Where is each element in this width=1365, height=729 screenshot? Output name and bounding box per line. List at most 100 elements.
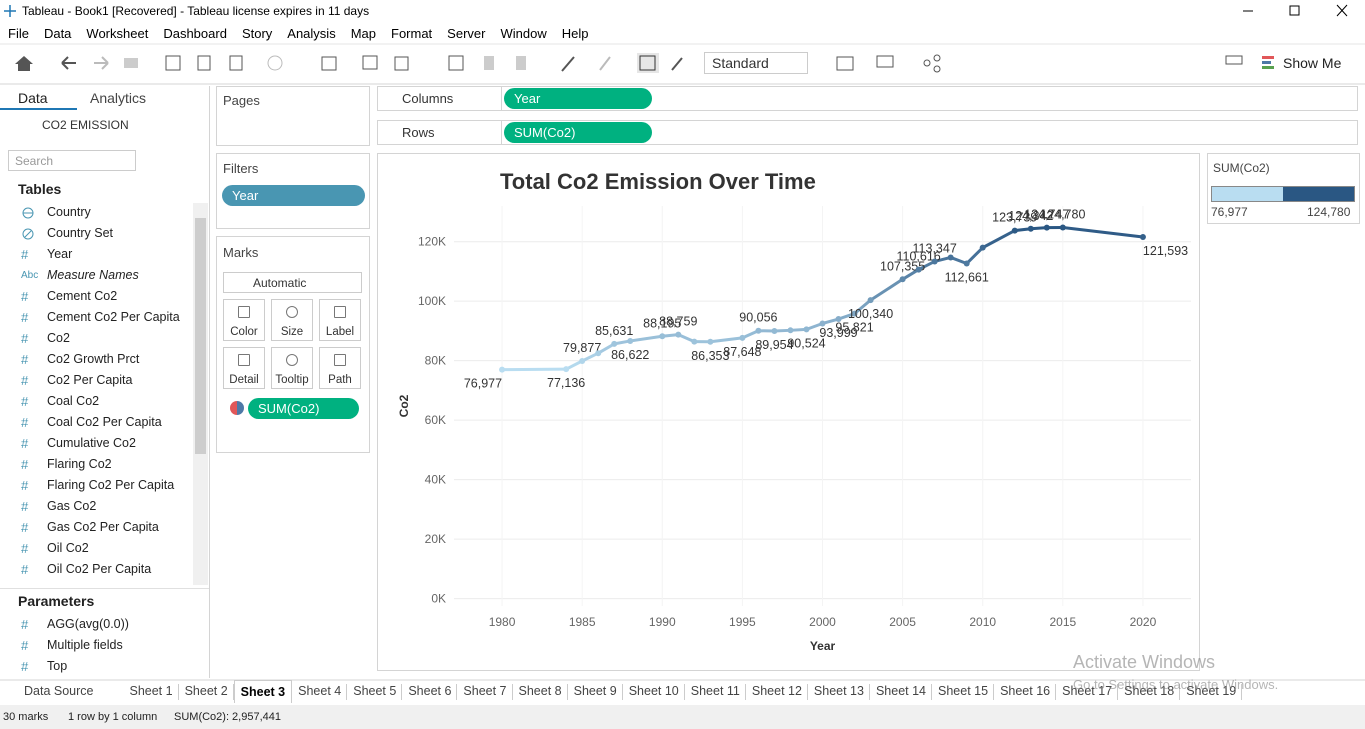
- card-title: Marks: [223, 245, 259, 260]
- menu-item[interactable]: Help: [561, 26, 589, 41]
- sheet-tab[interactable]: Sheet 2: [184, 684, 228, 698]
- menu-item[interactable]: Format: [391, 26, 433, 41]
- field[interactable]: Coal Co2: [47, 394, 100, 408]
- mark-button-label[interactable]: Size: [280, 326, 304, 338]
- tab-separator: [456, 684, 458, 700]
- legend-max: 124,780: [1307, 205, 1351, 219]
- data-label: 107,355: [880, 259, 925, 273]
- mark-button-label[interactable]: Detail: [229, 374, 259, 386]
- sheet-tab[interactable]: Sheet 12: [751, 684, 802, 698]
- field-icon: [22, 207, 34, 219]
- sheet-tab[interactable]: Sheet 18: [1124, 684, 1175, 698]
- field-icon: Abc: [21, 270, 39, 281]
- field[interactable]: Co2 Per Capita: [47, 373, 133, 387]
- search-box[interactable]: Search: [8, 150, 136, 171]
- data-label: 87,648: [723, 345, 761, 359]
- sheet-tab[interactable]: Sheet 19: [1186, 684, 1237, 698]
- sheet-tab[interactable]: Data Source: [24, 684, 94, 698]
- data-point: [627, 337, 634, 344]
- data-point: [755, 327, 762, 334]
- field[interactable]: Cement Co2: [47, 289, 118, 303]
- field[interactable]: Coal Co2 Per Capita: [47, 415, 162, 429]
- data-label: 90,056: [739, 311, 777, 325]
- field[interactable]: Gas Co2: [47, 499, 97, 513]
- field-icon: #: [21, 247, 29, 262]
- field[interactable]: Year: [47, 247, 73, 261]
- mark-button-label[interactable]: Path: [328, 374, 352, 386]
- close[interactable]: [1336, 4, 1348, 17]
- field[interactable]: Flaring Co2 Per Capita: [47, 478, 175, 492]
- menu-item[interactable]: Map: [350, 26, 376, 41]
- field-icon: [22, 228, 34, 240]
- restore[interactable]: [1289, 5, 1300, 16]
- show-me[interactable]: Show Me: [1283, 55, 1342, 71]
- data-label: 85,631: [595, 324, 633, 338]
- mark-pill[interactable]: SUM(Co2): [248, 398, 359, 419]
- field[interactable]: AGG(avg(0.0)): [47, 617, 129, 631]
- field[interactable]: Oil Co2 Per Capita: [47, 562, 152, 576]
- mark-button-label[interactable]: Color: [230, 326, 258, 338]
- filter-pill[interactable]: Year: [222, 185, 365, 206]
- field[interactable]: Measure Names: [47, 268, 139, 282]
- mark-button-label[interactable]: Tooltip: [275, 374, 309, 386]
- sheet-tab[interactable]: Sheet 13: [813, 684, 864, 698]
- field[interactable]: Country: [47, 205, 91, 219]
- field[interactable]: Top: [47, 659, 68, 673]
- tab-separator: [1241, 684, 1243, 700]
- mark-button[interactable]: [271, 347, 313, 389]
- sheet-tab[interactable]: Sheet 16: [1000, 684, 1051, 698]
- pane-tab[interactable]: Data: [0, 86, 77, 110]
- sheet-tab[interactable]: Sheet 8: [518, 684, 562, 698]
- mark-type[interactable]: Automatic: [223, 272, 362, 293]
- sheet-tab[interactable]: Sheet 4: [298, 684, 342, 698]
- field[interactable]: Country Set: [47, 226, 114, 240]
- field[interactable]: Co2: [47, 331, 70, 345]
- sheet-tab[interactable]: Sheet 6: [408, 684, 452, 698]
- mark-button[interactable]: [319, 299, 361, 341]
- shelf-pill[interactable]: Year: [504, 88, 652, 109]
- field[interactable]: Co2 Growth Prct: [47, 352, 140, 366]
- toolbar-icons[interactable]: [15, 53, 1274, 73]
- mark-button[interactable]: [271, 299, 313, 341]
- mark-button[interactable]: [223, 347, 265, 389]
- sheet-tab[interactable]: Sheet 7: [463, 684, 507, 698]
- tab-separator: [744, 684, 746, 700]
- field[interactable]: Multiple fields: [47, 638, 123, 652]
- field[interactable]: Oil Co2: [47, 541, 89, 555]
- mark-button[interactable]: [319, 347, 361, 389]
- menu-item[interactable]: Story: [241, 26, 273, 41]
- sheet-tab[interactable]: Sheet 14: [875, 684, 927, 698]
- line-segment: [1061, 225, 1145, 239]
- menu-item[interactable]: File: [8, 26, 29, 41]
- sheet-tab[interactable]: Sheet 11: [690, 684, 740, 698]
- field[interactable]: Flaring Co2: [47, 457, 112, 471]
- tab-separator: [511, 684, 513, 700]
- sheet-tab[interactable]: Sheet 5: [353, 684, 397, 698]
- mark-button-label[interactable]: Label: [325, 326, 355, 338]
- menu-item[interactable]: Server: [447, 26, 486, 41]
- sheet-tab[interactable]: Sheet 3: [233, 680, 293, 703]
- data-label: 93,999: [819, 326, 857, 340]
- y-axis-title: Co2: [397, 394, 411, 417]
- menu-item[interactable]: Window: [500, 26, 547, 41]
- menu-item[interactable]: Analysis: [287, 26, 336, 41]
- mark-button[interactable]: [223, 299, 265, 341]
- sheet-tab[interactable]: Sheet 1: [129, 684, 173, 698]
- data-point: [659, 333, 666, 340]
- sheet-tab[interactable]: Sheet 15: [938, 684, 989, 698]
- field-icon: #: [21, 638, 29, 653]
- pane-tab[interactable]: Analytics: [90, 90, 147, 106]
- menu-item[interactable]: Worksheet: [86, 26, 149, 41]
- data-label: 112,661: [945, 271, 989, 285]
- field[interactable]: Cumulative Co2: [47, 436, 136, 450]
- fit-dropdown[interactable]: Standard: [704, 52, 808, 74]
- sheet-tab[interactable]: Sheet 10: [628, 684, 679, 698]
- menu-item[interactable]: Dashboard: [163, 26, 227, 41]
- field[interactable]: Gas Co2 Per Capita: [47, 520, 159, 534]
- shelf-pill[interactable]: SUM(Co2): [504, 122, 652, 143]
- field[interactable]: Cement Co2 Per Capita: [47, 310, 180, 324]
- datasource[interactable]: CO2 EMISSION: [42, 118, 129, 132]
- sheet-tab[interactable]: Sheet 17: [1062, 684, 1113, 698]
- menu-item[interactable]: Data: [43, 26, 72, 41]
- sheet-tab[interactable]: Sheet 9: [573, 684, 617, 698]
